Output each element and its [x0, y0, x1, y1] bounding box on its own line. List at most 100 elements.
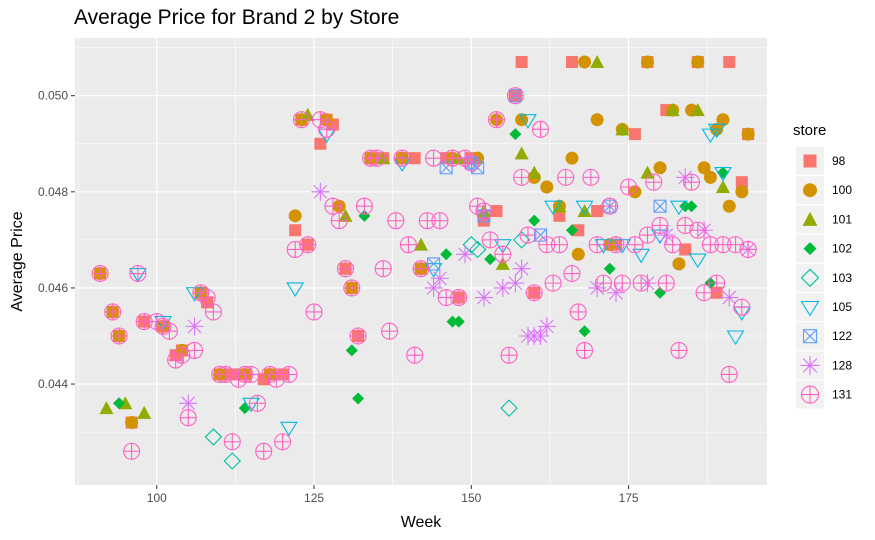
- data-point-store-105: [688, 253, 707, 269]
- data-point-store-131: [594, 274, 612, 292]
- data-point-store-131: [544, 274, 562, 292]
- data-point-store-131: [506, 87, 524, 105]
- data-point-store-131: [588, 236, 606, 254]
- data-point-store-131: [670, 341, 688, 359]
- data-point-store-131: [336, 260, 355, 278]
- data-point-store-98: [710, 286, 723, 299]
- data-point-store-103: [512, 231, 531, 249]
- data-point-store-100: [640, 55, 654, 69]
- data-point-store-131: [204, 303, 222, 321]
- data-point-store-102: [654, 286, 667, 299]
- legend-label: 100: [832, 183, 852, 197]
- data-point-store-131: [255, 442, 273, 460]
- data-point-store-102: [452, 315, 465, 328]
- data-point-store-131: [695, 284, 713, 302]
- data-point-store-131: [739, 240, 757, 259]
- minor-gridlines: [75, 38, 767, 485]
- data-point-store-131: [368, 149, 386, 167]
- data-points: [91, 55, 758, 470]
- data-point-store-98: [490, 205, 503, 218]
- data-point-store-98: [477, 214, 490, 227]
- data-point-store-102: [509, 128, 522, 141]
- data-point-store-100: [703, 170, 717, 184]
- data-point-store-100: [697, 161, 711, 175]
- data-point-store-100: [565, 151, 579, 165]
- y-tick-label: 0.044: [38, 377, 68, 391]
- data-point-store-100: [735, 185, 749, 199]
- x-tick-label: 100: [147, 491, 167, 505]
- legend-key-store-101: [802, 211, 818, 226]
- data-point-store-105: [707, 123, 726, 139]
- data-point-store-131: [223, 433, 241, 451]
- legend-key-bg: [796, 293, 824, 321]
- data-point-store-131: [582, 168, 600, 186]
- legend-key-store-103: [800, 268, 820, 288]
- data-point-store-131: [305, 303, 323, 321]
- data-point-store-131: [525, 284, 543, 302]
- data-point-store-122: [653, 199, 667, 213]
- data-point-store-131: [569, 303, 587, 321]
- data-point-store-101: [137, 405, 152, 419]
- data-point-store-102: [345, 344, 358, 357]
- data-point-store-131: [280, 365, 298, 384]
- data-point-store-131: [708, 274, 726, 292]
- data-point-store-100: [653, 161, 667, 175]
- legend-key-store-98: [803, 154, 817, 168]
- data-point-store-98: [572, 224, 585, 237]
- data-point-store-131: [299, 236, 317, 254]
- data-point-store-131: [425, 149, 443, 167]
- data-point-store-101: [690, 103, 705, 117]
- legend-key-store-131: [800, 385, 820, 404]
- data-point-store-131: [91, 264, 109, 283]
- data-point-store-131: [664, 236, 682, 254]
- data-point-store-131: [160, 322, 178, 340]
- legend: store 98 100 101 102 103 105 122 128 131: [793, 122, 852, 409]
- data-point-store-105: [701, 128, 720, 144]
- data-point-store-102: [352, 392, 365, 405]
- legend-label: 122: [832, 329, 852, 343]
- data-point-store-131: [267, 370, 285, 388]
- data-point-store-131: [601, 197, 619, 215]
- data-point-store-128: [531, 327, 550, 345]
- data-point-store-128: [506, 274, 525, 293]
- data-point-store-101: [715, 180, 730, 193]
- data-point-store-131: [657, 274, 675, 292]
- legend-key-store-102: [803, 242, 817, 256]
- data-point-store-101: [527, 165, 542, 179]
- data-point-store-101: [577, 204, 592, 218]
- data-point-store-105: [493, 239, 512, 254]
- legend-label: 103: [832, 271, 852, 285]
- data-point-store-98: [553, 209, 566, 222]
- data-point-store-128: [179, 394, 198, 413]
- y-axis-title: Average Price: [9, 211, 26, 311]
- data-point-store-131: [123, 442, 141, 460]
- data-point-store-102: [113, 397, 126, 410]
- data-point-store-131: [733, 298, 751, 316]
- legend-label: 102: [832, 242, 852, 256]
- data-point-store-101: [665, 103, 680, 117]
- data-point-store-105: [726, 330, 745, 346]
- legend-label: 131: [832, 388, 852, 402]
- data-point-store-131: [531, 120, 550, 138]
- data-point-store-98: [591, 205, 604, 218]
- data-point-store-101: [640, 165, 655, 179]
- data-point-store-100: [578, 55, 592, 69]
- data-point-store-103: [204, 428, 223, 446]
- data-point-store-131: [431, 212, 449, 230]
- legend-label: 101: [832, 212, 852, 226]
- data-point-store-101: [99, 401, 114, 415]
- data-point-store-100: [716, 113, 730, 127]
- data-point-store-128: [456, 245, 475, 264]
- data-point-store-102: [565, 224, 578, 237]
- data-point-store-103: [500, 399, 518, 417]
- data-point-store-131: [387, 212, 405, 230]
- data-point-store-131: [519, 226, 537, 244]
- major-gridlines: [75, 38, 767, 485]
- legend-key-store-122: [802, 329, 818, 344]
- x-axis-title: Week: [401, 514, 443, 531]
- data-point-store-98: [735, 176, 748, 189]
- data-point-store-131: [324, 197, 342, 215]
- data-point-store-131: [198, 288, 216, 307]
- data-point-store-131: [550, 236, 568, 254]
- data-point-store-98: [314, 137, 327, 150]
